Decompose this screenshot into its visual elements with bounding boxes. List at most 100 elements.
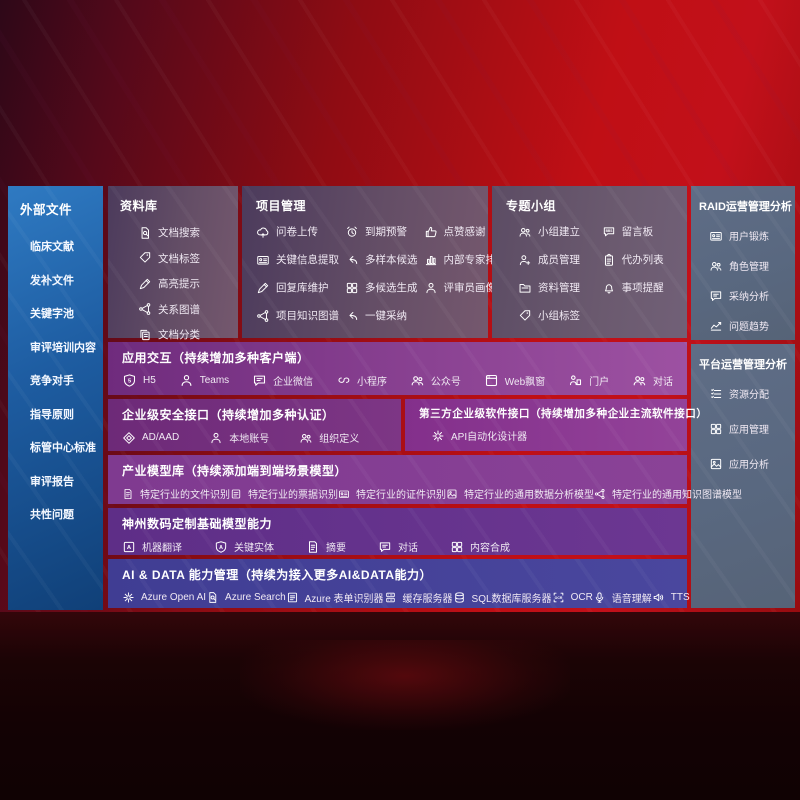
model-item[interactable]: 特定行业的证件识别 xyxy=(338,486,446,501)
item-label: 审评报告 xyxy=(30,475,74,488)
client-item[interactable]: 门户 xyxy=(568,373,609,388)
band-title: 神州数码定制基础模型能力 xyxy=(122,517,273,531)
item-label: 摘要 xyxy=(326,543,346,554)
group-item[interactable]: 留言板 xyxy=(602,224,679,239)
doc-tag-icon xyxy=(138,251,152,265)
library-item[interactable]: 高亮提示 xyxy=(138,276,238,291)
item-label: 内容合成 xyxy=(470,543,510,554)
client-item[interactable]: Teams xyxy=(179,373,229,388)
summary-icon xyxy=(306,540,320,554)
like-thanks-icon xyxy=(424,225,438,239)
interaction-row: H5 Teams 企业微信 小程序 公众号 Web飘窗 门户 对话 xyxy=(122,373,673,388)
reviewer-profile-icon xyxy=(424,281,438,295)
group-item[interactable]: 成员管理 xyxy=(518,252,602,267)
sidebar-item[interactable]: 临床文献 xyxy=(30,238,103,254)
library-item[interactable]: 文档标签 xyxy=(138,251,238,266)
project-item[interactable]: 问卷上传 xyxy=(256,224,339,239)
service-item[interactable]: Azure Open AI xyxy=(122,591,206,604)
group-item[interactable]: 小组标签 xyxy=(518,308,602,323)
auth-item[interactable]: AD/AAD xyxy=(122,431,179,445)
sidebar-item[interactable]: 审评培训内容 xyxy=(30,339,103,355)
project-item[interactable]: 内部专家排名 xyxy=(424,252,507,267)
client-item[interactable]: 小程序 xyxy=(336,373,387,388)
service-item[interactable]: TTS xyxy=(652,591,690,604)
capability-item[interactable]: 内容合成 xyxy=(450,539,510,554)
sidebar-item[interactable]: 标管中心标准 xyxy=(30,439,103,455)
item-label: 共性问题 xyxy=(30,509,74,521)
service-item[interactable]: OCR xyxy=(552,591,593,604)
project-item[interactable]: 多样本候选 xyxy=(345,252,418,267)
model-item[interactable]: 特定行业的文件识别 xyxy=(122,486,230,501)
client-item[interactable]: 企业微信 xyxy=(252,373,313,388)
panel-external-files: 外部文件 临床文献 发补文件 关键字池 审评培训内容 竞争对手 指导原则 标管中心标准 审评报… xyxy=(8,186,103,610)
sidebar-item[interactable]: 发补文件 xyxy=(30,272,103,288)
item-label: AD/AAD xyxy=(142,432,180,443)
sidebar-item[interactable]: 共性问题 xyxy=(30,506,103,522)
item-label: SQL数据库服务器 xyxy=(471,594,552,605)
item-label: 特定行业的证件识别 xyxy=(356,490,446,501)
model-item[interactable]: 特定行业的通用数据分析模型 xyxy=(446,486,594,501)
project-item[interactable]: 关键信息提取 xyxy=(256,252,339,267)
project-kg-icon xyxy=(256,309,270,323)
project-item[interactable]: 到期预警 xyxy=(345,224,418,239)
platform-item[interactable]: 应用分析 xyxy=(709,456,795,471)
teams-icon xyxy=(179,373,194,388)
service-item[interactable]: Azure 表单识别器 xyxy=(286,590,384,605)
model-item[interactable]: 特定行业的票据识别 xyxy=(230,486,338,501)
group-item[interactable]: 小组建立 xyxy=(518,224,602,239)
service-item[interactable]: 语音理解 xyxy=(593,590,652,605)
panel-special-groups: 专题小组 小组建立 留言板 成员管理 代办列表资料管理 事项提醒小组标签 xyxy=(492,186,687,338)
service-item[interactable]: 缓存服务器 xyxy=(384,590,453,605)
sidebar-item[interactable]: 竞争对手 xyxy=(30,372,103,388)
service-item[interactable]: SQL数据库服务器 xyxy=(453,590,552,605)
project-item[interactable]: 评审员画像 xyxy=(424,280,507,295)
model-item[interactable]: 特定行业的通用知识图谱模型 xyxy=(594,486,742,501)
item-label: 资料管理 xyxy=(538,282,580,294)
raid-item[interactable]: 问题趋势 xyxy=(709,318,795,333)
auth-item[interactable]: 组织定义 xyxy=(299,430,359,445)
raid-item[interactable]: 角色管理 xyxy=(709,258,795,273)
service-item[interactable]: Azure Search xyxy=(206,591,286,604)
capability-item[interactable]: 关键实体 xyxy=(214,539,274,554)
item-label: TTS xyxy=(670,592,690,603)
capability-item[interactable]: 对话 xyxy=(378,539,418,554)
group-item[interactable]: 代办列表 xyxy=(602,252,679,267)
platform-item[interactable]: 资源分配 xyxy=(709,386,795,401)
questionnaire-upload-icon xyxy=(256,225,270,239)
project-item[interactable]: 一键采纳 xyxy=(345,308,418,323)
library-item[interactable]: 关系图谱 xyxy=(138,302,238,317)
project-item[interactable]: 项目知识图谱 xyxy=(256,308,339,323)
project-item[interactable]: 多候选生成 xyxy=(345,280,418,295)
group-tag-icon xyxy=(518,309,532,323)
expert-rank-icon xyxy=(424,253,438,267)
platform-item[interactable]: 应用管理 xyxy=(709,421,795,436)
item-label: Teams xyxy=(199,375,230,386)
dialogue-icon xyxy=(632,373,647,388)
item-label: 小组标签 xyxy=(538,310,580,322)
sidebar-item[interactable]: 审评报告 xyxy=(30,473,103,489)
sidebar-item[interactable]: 关键字池 xyxy=(30,305,103,321)
client-item[interactable]: 对话 xyxy=(632,373,673,388)
project-item[interactable]: 回复库维护 xyxy=(256,280,339,295)
group-item[interactable]: 事项提醒 xyxy=(602,280,679,295)
client-item[interactable]: H5 xyxy=(122,373,156,388)
sidebar-item[interactable]: 指导原则 xyxy=(30,406,103,422)
raid-item[interactable]: 用户锻炼 xyxy=(709,228,795,243)
capability-item[interactable]: 机器翻译 xyxy=(122,539,182,554)
client-item[interactable]: 公众号 xyxy=(410,373,461,388)
capability-item[interactable]: 摘要 xyxy=(306,539,346,554)
software-item[interactable]: API自动化设计器 xyxy=(431,428,527,443)
library-item[interactable]: 文档搜索 xyxy=(138,225,238,240)
auth-item[interactable]: 本地账号 xyxy=(209,430,269,445)
item-label: 文档分类 xyxy=(158,329,200,341)
library-item[interactable]: 文档分类 xyxy=(138,327,238,342)
client-item[interactable]: Web飘窗 xyxy=(484,373,545,388)
panel-title: 专题小组 xyxy=(506,199,557,213)
item-label: 项目知识图谱 xyxy=(276,310,339,322)
group-item[interactable]: 资料管理 xyxy=(518,280,602,295)
item-label: 特定行业的通用数据分析模型 xyxy=(464,490,594,501)
azure-form-icon xyxy=(286,591,299,604)
raid-item[interactable]: 采纳分析 xyxy=(709,288,795,303)
item-label: 回复库维护 xyxy=(276,282,329,294)
project-item[interactable]: 点赞感谢 xyxy=(424,224,507,239)
